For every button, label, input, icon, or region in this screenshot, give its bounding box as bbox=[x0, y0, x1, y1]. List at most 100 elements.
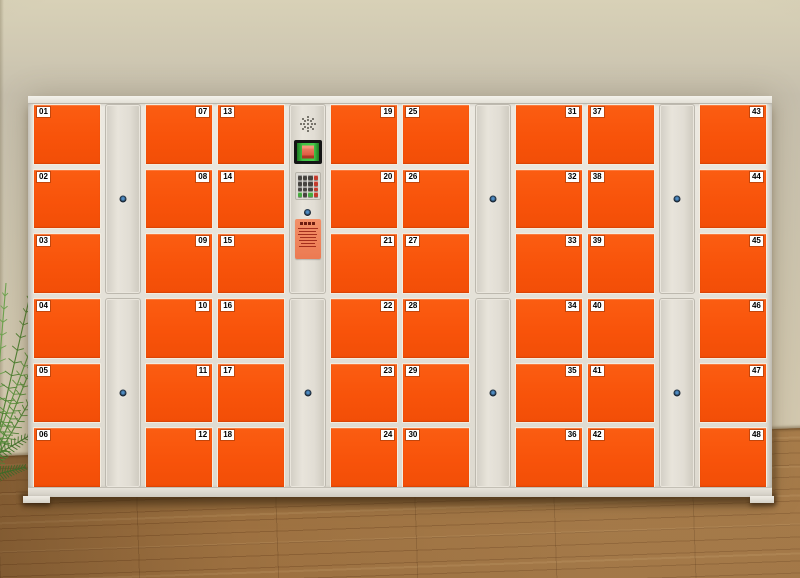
locker-door-10[interactable]: 10 bbox=[145, 298, 214, 359]
locker-door-48[interactable]: 48 bbox=[698, 427, 767, 489]
cabinet-body: 01 02 03 04 05 06 07 08 09 10 11 12 13 14 15 16 17 18 19 20… bbox=[28, 104, 772, 489]
keypad-button[interactable] bbox=[308, 180, 313, 186]
locker-door-20[interactable]: 20 bbox=[330, 168, 399, 230]
locker-door-35[interactable]: 35 bbox=[514, 362, 583, 424]
keyhole-icon[interactable] bbox=[673, 389, 681, 397]
locker-cabinet: 01 02 03 04 05 06 07 08 09 10 11 12 13 14 15 16 17 18 19 20… bbox=[23, 96, 774, 503]
service-panel bbox=[105, 104, 142, 294]
service-panel bbox=[658, 104, 695, 294]
door-number-badge: 32 bbox=[565, 171, 579, 182]
sticker-text-line bbox=[300, 237, 316, 238]
locker-door-02[interactable]: 02 bbox=[33, 168, 101, 230]
keypad-button[interactable] bbox=[313, 192, 318, 197]
screen-display bbox=[296, 143, 319, 161]
door-number-badge: 15 bbox=[221, 236, 235, 247]
door-number-badge: 33 bbox=[565, 236, 579, 247]
locker-door-22[interactable]: 22 bbox=[330, 298, 399, 359]
keyhole-icon[interactable] bbox=[119, 389, 127, 397]
locker-door-38[interactable]: 38 bbox=[586, 168, 655, 230]
keypad-button[interactable] bbox=[313, 175, 318, 180]
locker-door-26[interactable]: 26 bbox=[402, 168, 471, 230]
locker-door-07[interactable]: 07 bbox=[145, 104, 214, 165]
locker-door-36[interactable]: 36 bbox=[514, 427, 583, 489]
door-number-badge: 26 bbox=[406, 171, 420, 182]
locker-door-33[interactable]: 33 bbox=[514, 233, 583, 295]
locker-door-04[interactable]: 04 bbox=[33, 298, 101, 359]
locker-door-45[interactable]: 45 bbox=[698, 233, 767, 295]
locker-door-12[interactable]: 12 bbox=[145, 427, 214, 489]
door-number-badge: 43 bbox=[749, 107, 763, 117]
door-number-badge: 34 bbox=[565, 301, 579, 312]
keypad-button[interactable] bbox=[303, 175, 308, 180]
locker-door-18[interactable]: 18 bbox=[217, 427, 286, 489]
locker-door-43[interactable]: 43 bbox=[698, 104, 767, 165]
keypad-button[interactable] bbox=[303, 180, 308, 186]
locker-door-19[interactable]: 19 bbox=[330, 104, 399, 165]
locker-door-40[interactable]: 40 bbox=[586, 298, 655, 359]
locker-door-16[interactable]: 16 bbox=[217, 298, 286, 359]
locker-door-28[interactable]: 28 bbox=[402, 298, 471, 359]
locker-door-06[interactable]: 06 bbox=[33, 427, 101, 489]
door-number-badge: 03 bbox=[37, 236, 50, 247]
locker-door-21[interactable]: 21 bbox=[330, 233, 399, 295]
door-number-badge: 23 bbox=[381, 365, 395, 376]
keyhole-icon[interactable] bbox=[489, 389, 497, 397]
locker-door-29[interactable]: 29 bbox=[402, 362, 471, 424]
door-number-badge: 41 bbox=[590, 365, 604, 376]
keypad-button[interactable] bbox=[297, 186, 303, 192]
keypad-button[interactable] bbox=[297, 175, 303, 180]
locker-door-24[interactable]: 24 bbox=[330, 427, 399, 489]
sticker-text-line bbox=[297, 228, 318, 229]
instruction-sticker bbox=[294, 219, 321, 259]
keypad-button[interactable] bbox=[297, 180, 303, 186]
keypad-button[interactable] bbox=[313, 186, 318, 192]
locker-door-column: 37 38 39 40 41 42 bbox=[586, 104, 655, 489]
keypad-button[interactable] bbox=[297, 192, 303, 197]
locker-door-11[interactable]: 11 bbox=[145, 362, 214, 424]
sticker-text-line bbox=[301, 243, 315, 244]
locker-door-05[interactable]: 05 bbox=[33, 362, 101, 424]
locker-door-01[interactable]: 01 bbox=[33, 104, 101, 165]
locker-door-46[interactable]: 46 bbox=[698, 298, 767, 359]
locker-door-09[interactable]: 09 bbox=[145, 233, 214, 295]
locker-door-32[interactable]: 32 bbox=[514, 168, 583, 230]
keypad[interactable] bbox=[294, 172, 321, 200]
locker-door-39[interactable]: 39 bbox=[586, 233, 655, 295]
locker-door-37[interactable]: 37 bbox=[586, 104, 655, 165]
keypad-button[interactable] bbox=[303, 186, 308, 192]
locker-door-42[interactable]: 42 bbox=[586, 427, 655, 489]
keyhole-icon[interactable] bbox=[489, 195, 497, 203]
locker-door-30[interactable]: 30 bbox=[402, 427, 471, 489]
locker-door-27[interactable]: 27 bbox=[402, 233, 471, 295]
locker-door-column: 13 14 15 16 17 18 bbox=[217, 104, 286, 489]
keypad-button[interactable] bbox=[308, 186, 313, 192]
door-number-badge: 22 bbox=[381, 301, 395, 312]
sticker-text-line bbox=[299, 231, 317, 232]
keyhole-icon[interactable] bbox=[119, 195, 127, 203]
door-number-badge: 31 bbox=[565, 107, 579, 117]
door-number-badge: 40 bbox=[590, 301, 604, 312]
locker-door-41[interactable]: 41 bbox=[586, 362, 655, 424]
locker-door-44[interactable]: 44 bbox=[698, 168, 767, 230]
keyhole-icon[interactable] bbox=[304, 209, 312, 216]
locker-door-23[interactable]: 23 bbox=[330, 362, 399, 424]
locker-door-08[interactable]: 08 bbox=[145, 168, 214, 230]
locker-door-25[interactable]: 25 bbox=[402, 104, 471, 165]
cabinet-base bbox=[28, 487, 772, 497]
keypad-button[interactable] bbox=[308, 192, 313, 197]
locker-door-47[interactable]: 47 bbox=[698, 362, 767, 424]
door-number-badge: 29 bbox=[406, 365, 420, 376]
sticker-text-line bbox=[299, 246, 317, 247]
locker-door-31[interactable]: 31 bbox=[514, 104, 583, 165]
keyhole-icon[interactable] bbox=[304, 389, 312, 397]
locker-door-14[interactable]: 14 bbox=[217, 168, 286, 230]
locker-door-15[interactable]: 15 bbox=[217, 233, 286, 295]
keypad-button[interactable] bbox=[303, 192, 308, 197]
locker-door-13[interactable]: 13 bbox=[217, 104, 286, 165]
keypad-button[interactable] bbox=[313, 180, 318, 186]
keypad-button[interactable] bbox=[308, 175, 313, 180]
keyhole-icon[interactable] bbox=[673, 195, 681, 203]
locker-door-17[interactable]: 17 bbox=[217, 362, 286, 424]
locker-door-34[interactable]: 34 bbox=[514, 298, 583, 359]
locker-door-03[interactable]: 03 bbox=[33, 233, 101, 295]
